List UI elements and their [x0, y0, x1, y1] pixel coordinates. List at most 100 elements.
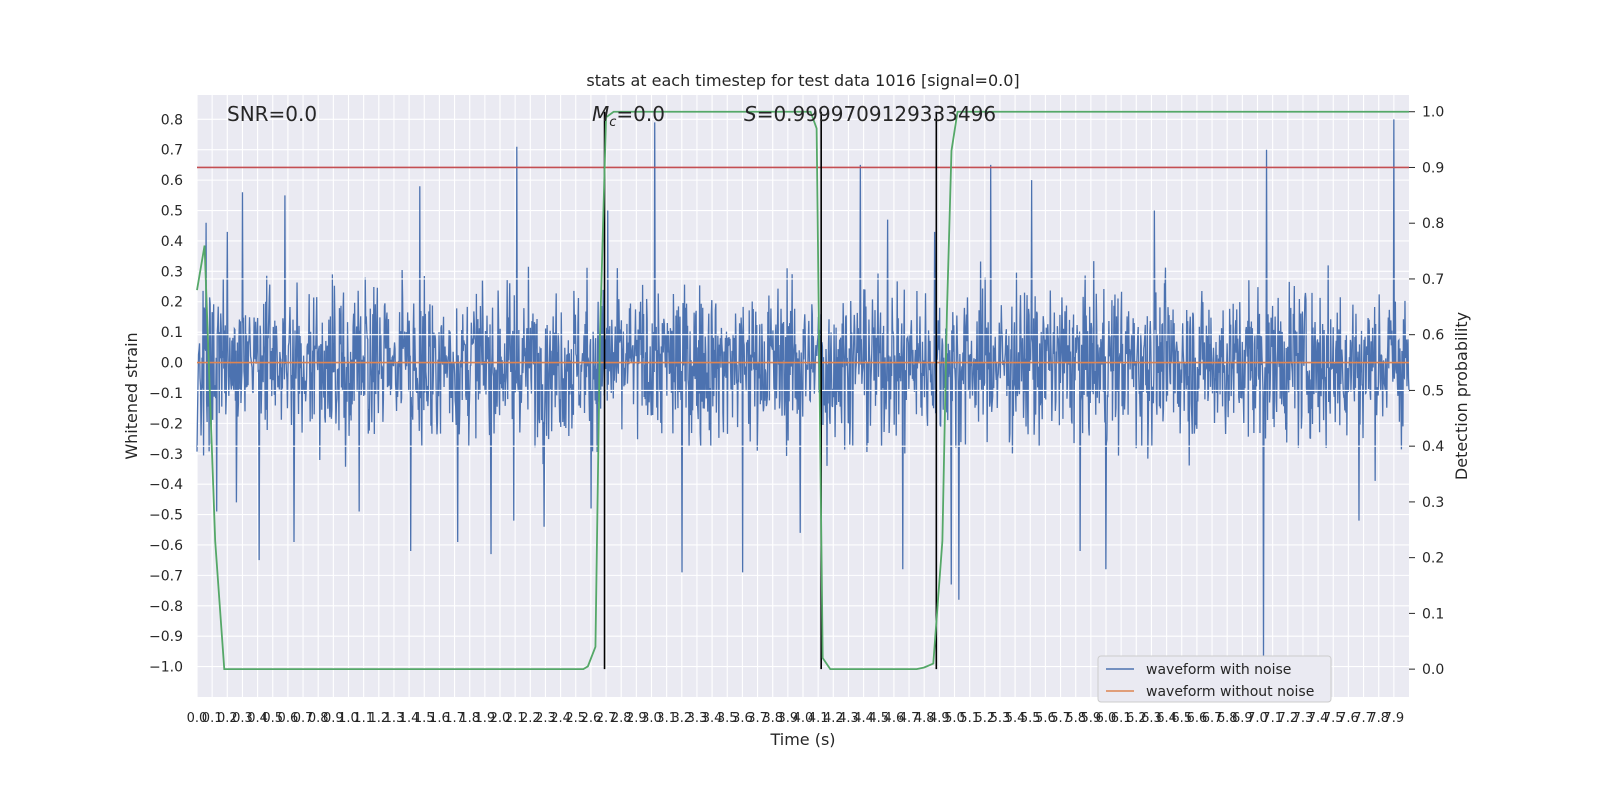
annotation-s-symbol: S — [744, 102, 757, 126]
x-tick-label: 4.4 — [853, 711, 874, 726]
annotation-snr: SNR=0.0 — [227, 102, 317, 126]
y-tick-label: −0.5 — [149, 508, 183, 524]
x-tick-label: 5.9 — [1081, 711, 1102, 726]
x-tick-label: 6.2 — [1126, 711, 1147, 726]
x-tick-label: 2.7 — [596, 711, 617, 726]
y2-tick-label: 0.8 — [1422, 216, 1444, 232]
x-tick-label: 6.6 — [1187, 711, 1208, 726]
x-tick-label: 2.4 — [550, 711, 571, 726]
x-tick-label: 1.5 — [414, 711, 435, 726]
y-tick-label: −0.6 — [149, 538, 183, 554]
x-tick-label: 7.0 — [1247, 711, 1268, 726]
y2-axis-label: Detection probability — [1452, 312, 1471, 480]
x-tick-label: 2.9 — [626, 711, 647, 726]
x-tick-label: 1.9 — [475, 711, 496, 726]
legend-entry-waveform-with-noise: waveform with noise — [1146, 662, 1291, 678]
x-tick-label: 1.8 — [459, 711, 480, 726]
x-tick-label: 3.7 — [747, 711, 768, 726]
x-tick-label: 4.5 — [868, 711, 889, 726]
x-tick-label: 2.5 — [565, 711, 586, 726]
x-tick-label: 5.2 — [974, 711, 995, 726]
x-tick-label: 5.4 — [1005, 711, 1026, 726]
x-tick-label: 6.3 — [1141, 711, 1162, 726]
x-tick-label: 4.8 — [914, 711, 935, 726]
y2-tick-label: 0.3 — [1422, 495, 1444, 511]
y2-tick-label: 0.6 — [1422, 328, 1444, 344]
x-tick-label: 4.0 — [793, 711, 814, 726]
x-tick-label: 2.3 — [535, 711, 556, 726]
chart-title: stats at each timestep for test data 101… — [586, 71, 1019, 90]
x-tick-label: 0.8 — [308, 711, 329, 726]
x-tick-label: 1.0 — [338, 711, 359, 726]
x-tick-label: 3.3 — [687, 711, 708, 726]
y2-tick-label: 0.5 — [1422, 383, 1444, 399]
legend-box — [1097, 655, 1332, 703]
x-tick-label: 7.2 — [1277, 711, 1298, 726]
x-tick-label: 3.1 — [656, 711, 677, 726]
y2-tick-label: 1.0 — [1422, 105, 1444, 121]
x-tick-label: 0.7 — [293, 711, 314, 726]
y-tick-label: −0.4 — [149, 477, 183, 493]
x-tick-label: 5.1 — [959, 711, 980, 726]
x-tick-label: 4.9 — [929, 711, 950, 726]
y2-tick-label: 0.9 — [1422, 160, 1444, 176]
y-tick-label: 0.3 — [161, 264, 183, 280]
y-tick-label: 0.2 — [161, 295, 183, 311]
x-tick-label: 7.1 — [1262, 711, 1283, 726]
x-tick-label: 0.9 — [323, 711, 344, 726]
x-tick-label: 6.9 — [1232, 711, 1253, 726]
x-tick-label: 1.1 — [353, 711, 374, 726]
x-tick-label: 5.0 — [944, 711, 965, 726]
x-axis-label: Time (s) — [769, 730, 835, 749]
y2-tick-label: 0.0 — [1422, 662, 1444, 678]
x-tick-label: 3.9 — [778, 711, 799, 726]
annotation-chirp-mass: Mc=0.0 — [592, 102, 665, 130]
x-tick-labels: 0.00.10.20.30.40.50.60.70.80.91.01.11.21… — [187, 711, 1405, 726]
x-tick-label: 0.2 — [217, 711, 238, 726]
y-tick-label: −1.0 — [149, 660, 183, 676]
x-tick-label: 7.7 — [1353, 711, 1374, 726]
x-tick-label: 0.4 — [247, 711, 268, 726]
annotation-mc-subscript: c — [609, 115, 616, 130]
y-tick-labels: −1.0 −0.9 −0.8 −0.7 −0.6 −0.5 −0.4 −0.3 −0.2 −0.1… — [149, 112, 183, 675]
x-tick-label: 7.5 — [1323, 711, 1344, 726]
y-tick-label: −0.9 — [149, 629, 183, 645]
x-tick-label: 2.0 — [490, 711, 511, 726]
x-tick-label: 0.1 — [202, 711, 223, 726]
y-tick-label: −0.8 — [149, 599, 183, 615]
y2-tick-label: 0.7 — [1422, 272, 1444, 288]
y2-gridlines — [197, 278, 1409, 447]
legend: waveform with noise waveform without noi… — [1097, 655, 1332, 703]
x-tick-label: 7.6 — [1338, 711, 1359, 726]
x-tick-label: 0.6 — [278, 711, 299, 726]
x-tick-label: 7.9 — [1384, 711, 1405, 726]
y2-tick-label: 0.1 — [1422, 606, 1444, 622]
y-tick-label: −0.2 — [149, 416, 183, 432]
x-tick-label: 7.8 — [1368, 711, 1389, 726]
x-tick-label: 5.7 — [1050, 711, 1071, 726]
x-tick-label: 0.5 — [262, 711, 283, 726]
annotation-mc-value: =0.0 — [616, 102, 665, 126]
x-tick-label: 5.5 — [1020, 711, 1041, 726]
y-tick-label: −0.7 — [149, 568, 183, 584]
x-tick-label: 4.6 — [884, 711, 905, 726]
x-tick-label: 1.3 — [384, 711, 405, 726]
x-tick-label: 6.8 — [1217, 711, 1238, 726]
x-tick-label: 3.6 — [732, 711, 753, 726]
x-tick-label: 6.7 — [1202, 711, 1223, 726]
y2-tick-label: 0.4 — [1422, 439, 1444, 455]
x-tick-label: 6.4 — [1156, 711, 1177, 726]
x-tick-label: 2.1 — [505, 711, 526, 726]
x-tick-label: 2.2 — [520, 711, 541, 726]
series-detection-probability — [196, 110, 1409, 671]
x-tick-label: 7.4 — [1308, 711, 1329, 726]
x-tick-label: 7.3 — [1293, 711, 1314, 726]
x-tick-label: 6.0 — [1096, 711, 1117, 726]
x-tick-label: 5.8 — [1065, 711, 1086, 726]
x-tick-label: 1.2 — [368, 711, 389, 726]
y-tick-label: 0.0 — [161, 356, 183, 372]
y2-tick-label: 0.2 — [1422, 551, 1444, 567]
x-tick-label: 6.1 — [1111, 711, 1132, 726]
x-tick-label: 3.4 — [702, 711, 723, 726]
x-tick-label: 4.1 — [808, 711, 829, 726]
